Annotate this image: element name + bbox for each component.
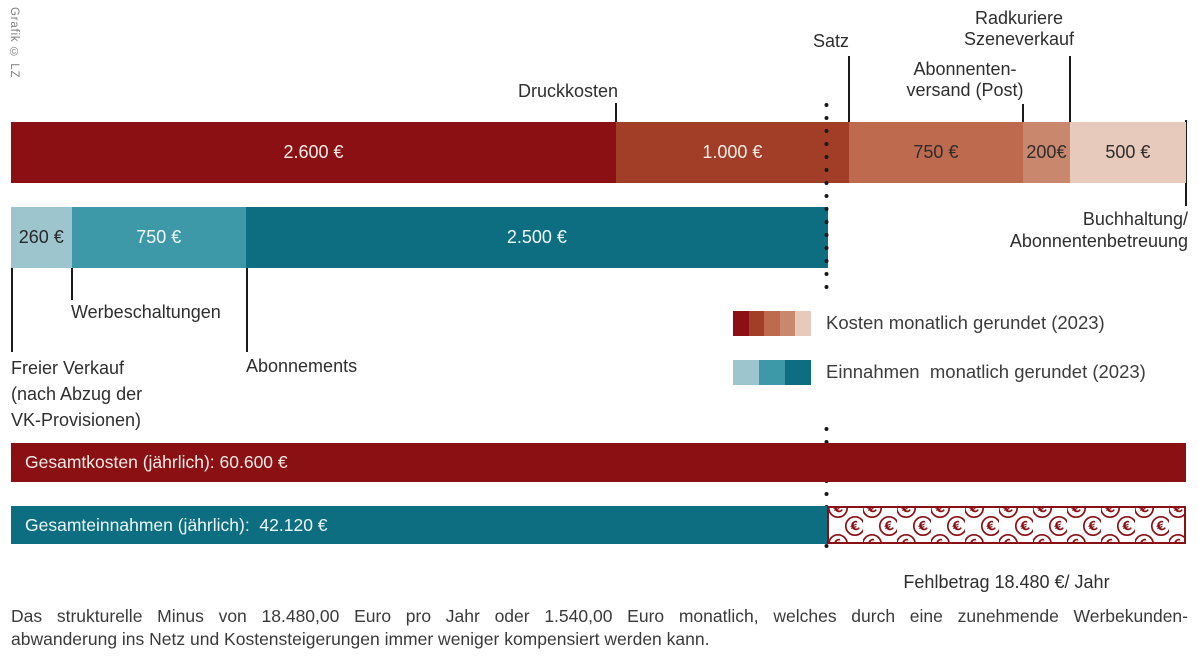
reference-dotted-line-top [824,103,829,292]
total-cost-bar: Gesamtkosten (jährlich): 60.600 € [11,443,1186,482]
legend-color-cell [748,311,765,336]
segment-value: 2.500 € [506,227,567,247]
total-revenue-value: Gesamteinnahmen (jährlich): 42.120 € [25,514,328,535]
cost-bar-segment-3: 750 € [848,122,1024,183]
euro-coin-pattern: € [829,508,1184,542]
segment-value: 1.000 € [702,142,763,162]
label-freier-verkauf: Freier Verkauf (nach Abzug der VK-Provis… [11,355,142,433]
label-line: Buchhaltung/ [1082,209,1188,229]
label-line: (nach Abzug der [11,384,143,404]
cost-stacked-bar: 2.600 € 1.000 € 750 € 200€ 500 € [11,122,1186,183]
deficit-label: Fehlbetrag 18.480 €/ Jahr [903,572,1110,592]
footnote: Das strukturelle Minus von 18.480,00 Eur… [11,605,1188,650]
legend-color-cell [795,311,811,336]
total-revenue-bar: Gesamteinnahmen (jährlich): 42.120 € [11,506,827,544]
cost-bar-segment-1: 2.600 € [11,122,616,183]
label-line: Satz [812,31,850,51]
total-cost-value: Gesamtkosten (jährlich): 60.600 € [25,452,288,472]
legend-color-cell [764,311,780,336]
segment-value: 260 € [18,227,64,247]
credit-vertical-text: Grafik © LZ [8,7,20,79]
legend-revenue-swatch [733,360,811,385]
legend-color-cell [733,360,759,385]
segment-value: 200€ [1026,142,1067,162]
label-werbeschaltungen: Werbeschaltungen [71,302,221,323]
label-line: Abonnements [246,356,358,376]
label-satz: Satz [781,31,881,52]
footnote-line: abwanderung ins Netz und Kostensteigerun… [11,628,710,649]
label-abonnements: Abonnements [246,356,357,377]
revenue-bar-segment-1: 260 € [11,207,72,268]
legend-cost-label: Kosten monatlich gerundet (2023) [826,312,1105,333]
label-line: Freier Verkauf [11,358,125,378]
tick-satz [848,56,850,122]
revenue-bar-segment-2: 750 € [71,207,246,268]
revenue-stacked-bar: 260 € 750 € 2.500 € [11,207,828,268]
segment-value: 500 € [1105,142,1151,162]
segment-value: 2.600 € [283,142,344,162]
tick-radkuriere [1069,56,1071,122]
label-line: Druckkosten [517,81,618,101]
label-abonnentenversand: Abonnenten- versand (Post) [865,59,1065,101]
label-line: Radkuriere [974,8,1064,28]
cost-bar-segment-2: 1.000 € [616,122,849,183]
tick-druckkosten [615,103,617,122]
legend-cost-swatch [733,311,811,336]
segment-value: 750 € [136,227,182,247]
tick-werbeschaltungen [71,268,73,300]
segment-value: 750 € [913,142,959,162]
legend-color-cell [759,360,785,385]
legend-color-cell [779,311,796,336]
cost-bar-segment-5: 500 € [1069,122,1186,183]
revenue-bar-segment-3: 2.500 € [246,207,828,268]
label-radkuriere-szeneverkauf: Radkuriere Szeneverkauf [919,8,1119,50]
footnote-line: Das strukturelle Minus von 18.480,00 Eur… [11,606,1188,626]
deficit-hatch-box: € [827,506,1186,544]
label-line: Abonnenten- [913,59,1017,79]
tick-freier-verkauf [11,268,13,352]
label-druckkosten: Druckkosten [418,81,618,102]
reference-dotted-line-bottom [824,427,829,561]
tick-abonnements [246,268,248,352]
legend-revenue-label: Einnahmen monatlich gerundet (2023) [826,361,1146,382]
label-line: VK-Provisionen) [11,410,142,430]
label-line: versand (Post) [906,80,1024,100]
tick-abonnentenversand [1022,104,1024,122]
label-line: Werbeschaltungen [71,302,221,322]
label-line: Szeneverkauf [963,29,1075,49]
label-line: Abonnentenbetreuung [1009,231,1188,251]
legend-color-cell [785,360,811,385]
legend-color-cell [733,311,749,336]
label-buchhaltung-abonnentenbetreuung: Buchhaltung/ Abonnentenbetreuung [938,208,1188,252]
cost-bar-segment-4: 200€ [1023,122,1070,183]
